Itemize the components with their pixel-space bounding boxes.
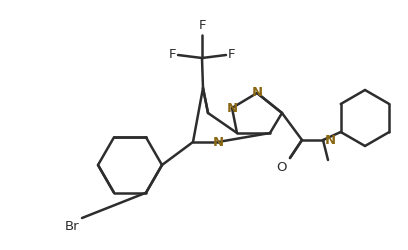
Text: F: F	[198, 19, 206, 32]
Text: F: F	[169, 48, 176, 62]
Text: N: N	[251, 86, 263, 100]
Text: F: F	[228, 48, 235, 62]
Text: Br: Br	[64, 220, 79, 233]
Text: N: N	[213, 136, 224, 148]
Text: N: N	[325, 134, 336, 146]
Text: O: O	[277, 161, 287, 174]
Text: N: N	[226, 102, 237, 114]
